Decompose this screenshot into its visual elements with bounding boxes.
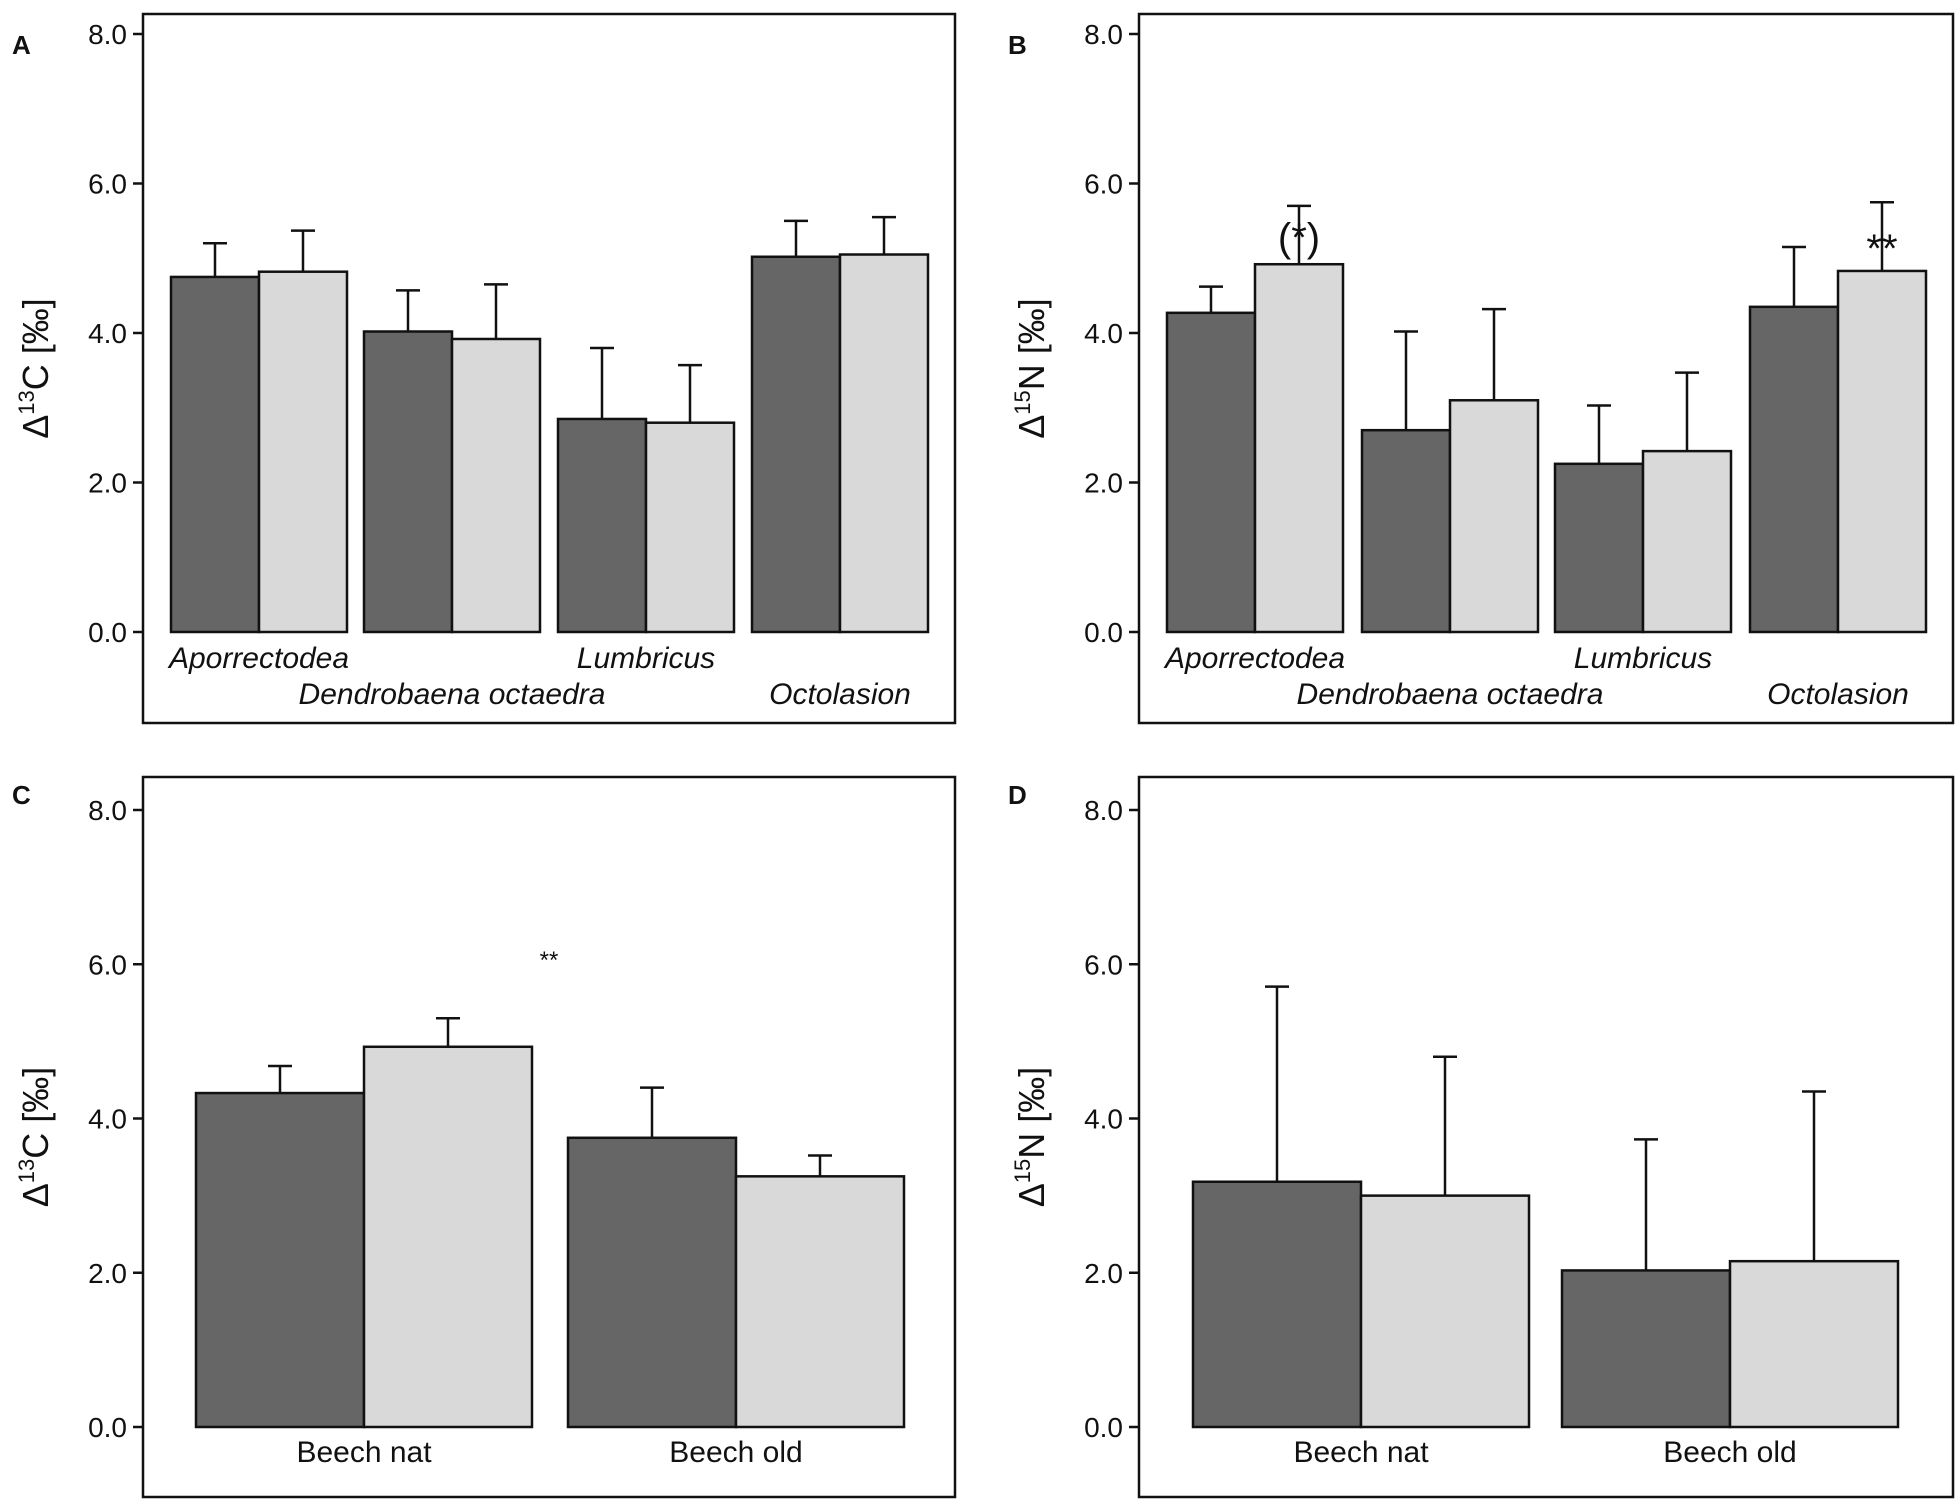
bar-dark <box>1165 311 1257 634</box>
bar-dark <box>1748 305 1840 634</box>
bar-light <box>734 1175 906 1429</box>
category-label: Aporrectodea <box>167 642 349 675</box>
y-tick-label: 0.0 <box>88 617 127 648</box>
panel-d: D 0.0 2.0 4.0 6.0 8.0 Δ15N [‰] Beech nat Beech o… <box>1008 775 1955 1499</box>
category-label: Lumbricus <box>1574 642 1712 675</box>
y-tick-label: 4.0 <box>88 318 127 349</box>
y-tick-label: 6.0 <box>88 949 127 980</box>
bar-light <box>1253 262 1345 634</box>
category-label: Beech old <box>669 1436 802 1469</box>
plot-frame <box>1137 12 1955 725</box>
y-tick-label: 8.0 <box>1084 19 1123 50</box>
category-label: Beech old <box>1663 1436 1796 1469</box>
y-axis-label: Δ13C [‰] <box>14 298 56 439</box>
y-tick-label: 4.0 <box>1084 318 1123 349</box>
bar-dark <box>1191 1180 1363 1429</box>
bar-light <box>838 253 930 634</box>
panel-letter: D <box>1008 780 1027 810</box>
significance-annotation: ** <box>540 947 559 974</box>
category-label: Beech nat <box>296 1436 432 1469</box>
y-tick-label: 2.0 <box>1084 1258 1123 1289</box>
category-label: Octolasion <box>1767 678 1909 711</box>
bar-dark <box>566 1136 738 1429</box>
y-tick-label: 4.0 <box>88 1104 127 1135</box>
bar-light <box>1836 269 1928 634</box>
category-label: Lumbricus <box>577 642 715 675</box>
category-label: Aporrectodea <box>1163 642 1345 675</box>
category-label: Octolasion <box>769 678 911 711</box>
y-tick-label: 6.0 <box>1084 949 1123 980</box>
category-label: Beech nat <box>1293 1436 1429 1469</box>
bar-light <box>1448 399 1540 634</box>
y-tick-label: 6.0 <box>1084 169 1123 200</box>
bar-light <box>644 421 736 634</box>
y-tick-label: 8.0 <box>88 19 127 50</box>
bar-light <box>1641 449 1733 634</box>
bar-light <box>362 1045 534 1429</box>
y-tick-label: 0.0 <box>1084 1412 1123 1443</box>
y-tick-label: 0.0 <box>1084 617 1123 648</box>
y-axis-label: Δ13C [‰] <box>14 1067 56 1208</box>
bar-light <box>1359 1194 1531 1429</box>
bar-dark <box>556 417 648 634</box>
panel-a: A 0.0 2.0 4.0 6.0 8.0 Δ13C [‰] AporrectodeaDend… <box>12 12 957 725</box>
y-axis-label: Δ15N [‰] <box>1010 298 1052 439</box>
bar-dark <box>750 255 842 634</box>
bar-dark <box>1560 1269 1732 1429</box>
y-tick-label: 2.0 <box>88 468 127 499</box>
panel-b: B 0.0 2.0 4.0 6.0 8.0 Δ15N [‰] AporrectodeaDend… <box>1008 12 1955 725</box>
panel-letter: A <box>12 30 31 60</box>
panel-c: C 0.0 2.0 4.0 6.0 8.0 Δ13C [‰] Beech nat Beech o… <box>12 775 957 1499</box>
y-tick-label: 8.0 <box>88 795 127 826</box>
bar-dark <box>194 1091 366 1429</box>
panel-letter: B <box>1008 30 1027 60</box>
bar-dark <box>1553 462 1645 634</box>
significance-annotation: ** <box>1866 227 1897 271</box>
y-axis-label: Δ15N [‰] <box>1010 1067 1052 1208</box>
bar-dark <box>1360 428 1452 634</box>
bar-dark <box>169 275 261 634</box>
y-tick-label: 2.0 <box>88 1258 127 1289</box>
bar-light <box>450 337 542 634</box>
y-tick-label: 0.0 <box>88 1412 127 1443</box>
y-tick-label: 2.0 <box>1084 468 1123 499</box>
y-tick-label: 6.0 <box>88 169 127 200</box>
plot-frame <box>141 12 957 725</box>
category-label: Dendrobaena octaedra <box>1297 678 1604 711</box>
bar-dark <box>362 330 454 634</box>
panel-letter: C <box>12 780 31 810</box>
significance-annotation: (*) <box>1278 216 1320 260</box>
bar-light <box>257 270 349 634</box>
y-tick-label: 8.0 <box>1084 795 1123 826</box>
bar-light <box>1728 1259 1900 1429</box>
plot-frame <box>1137 775 1955 1499</box>
plot-frame <box>141 775 957 1499</box>
y-tick-label: 4.0 <box>1084 1104 1123 1135</box>
category-label: Dendrobaena octaedra <box>299 678 606 711</box>
